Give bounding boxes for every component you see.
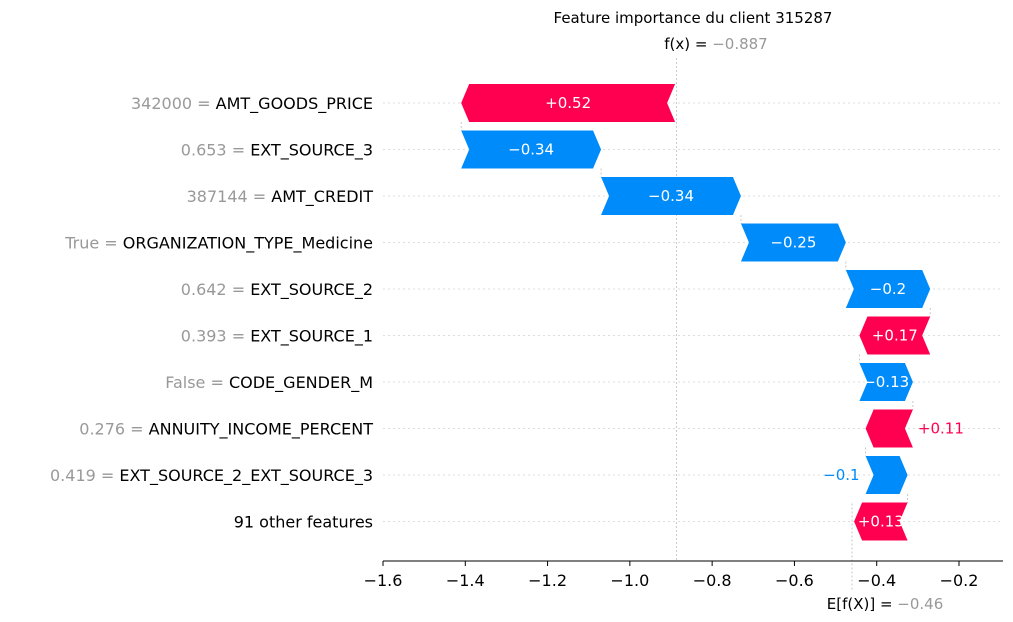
bar-value-label: −0.2: [870, 280, 906, 298]
x-tick-label: −0.6: [775, 571, 814, 590]
bar-ext-source-3: [461, 130, 602, 169]
bar-value-label: +0.11: [918, 420, 964, 438]
bar-value-label: −0.34: [508, 141, 554, 159]
feature-name: EXT_SOURCE_3: [250, 141, 373, 161]
feature-name: EXT_SOURCE_1: [250, 327, 373, 347]
bar-amt-credit: [601, 177, 741, 215]
fx-label: f(x) =: [664, 35, 712, 53]
bar-ext-source-1: [859, 316, 931, 355]
feature-name: EXT_SOURCE_2: [250, 280, 373, 300]
bar-code-gender-m: [859, 363, 913, 401]
bar-value-label: −0.25: [770, 234, 816, 252]
base-value-annotation: E[f(X)] = −0.46: [827, 595, 944, 613]
feature-label: 387144 = AMT_CREDIT: [187, 187, 374, 207]
feature-value: True =: [64, 234, 123, 253]
x-tick-label: −1.0: [610, 571, 649, 590]
x-tick-label: −1.2: [528, 571, 567, 590]
bar-value-label: +0.13: [858, 513, 904, 531]
bar-ext-source-2: [845, 270, 931, 308]
x-axis: −1.6 −1.4 −1.2 −1.0 −0.8 −0.6 −0.4 −0.2: [364, 560, 1003, 590]
bar-organization-type-medicine: [740, 223, 846, 262]
bar-value-label: −0.34: [648, 187, 694, 205]
feature-name: AMT_GOODS_PRICE: [216, 94, 373, 114]
feature-name: 91 other features: [234, 513, 373, 532]
chart-title: Feature importance du client 315287: [554, 9, 833, 27]
feature-label: 0.653 = EXT_SOURCE_3: [181, 141, 373, 161]
x-tick-label: −0.2: [940, 571, 979, 590]
reference-lines: [460, 58, 931, 591]
bar-value-label: −0.1: [823, 466, 859, 484]
feature-name: CODE_GENDER_M: [229, 373, 373, 393]
x-tick-label: −0.8: [693, 571, 732, 590]
feature-name: ANNUITY_INCOME_PERCENT: [149, 420, 374, 440]
base-value: −0.46: [897, 595, 943, 613]
feature-value: 342000 =: [131, 94, 216, 113]
feature-name: AMT_CREDIT: [271, 187, 373, 207]
bar-value-label: −0.13: [863, 373, 909, 391]
feature-value: 0.642 =: [181, 280, 250, 299]
feature-name: EXT_SOURCE_2_EXT_SOURCE_3: [119, 466, 373, 486]
feature-label: 342000 = AMT_GOODS_PRICE: [131, 94, 373, 114]
bar-amt-goods-price: [461, 84, 676, 122]
feature-label: 91 other features: [234, 513, 373, 532]
feature-name: ORGANIZATION_TYPE_Medicine: [123, 234, 373, 254]
base-label: E[f(X)] =: [827, 595, 898, 613]
feature-label: False = CODE_GENDER_M: [165, 373, 373, 393]
feature-label: True = ORGANIZATION_TYPE_Medicine: [64, 234, 373, 254]
feature-label: 0.419 = EXT_SOURCE_2_EXT_SOURCE_3: [50, 466, 373, 486]
bars-group: +0.52 −0.34 −0.34 −0.25 −0.2 +0.17 −0.13 +0.11 −…: [461, 84, 964, 541]
feature-value: 387144 =: [187, 187, 272, 206]
bar-ext-source-2-ext-source-3: [865, 456, 908, 494]
feature-value: 0.419 =: [50, 466, 119, 485]
bar-value-label: +0.52: [545, 94, 591, 112]
bar-value-label: +0.17: [872, 327, 918, 345]
bar-91-other-features: [854, 502, 908, 541]
x-tick-label: −0.4: [857, 571, 896, 590]
feature-labels: 342000 = AMT_GOODS_PRICE 0.653 = EXT_SOUR…: [50, 94, 373, 532]
feature-value: 0.653 =: [181, 141, 250, 160]
x-tick-label: −1.4: [446, 571, 485, 590]
feature-label: 0.276 = ANNUITY_INCOME_PERCENT: [79, 420, 373, 440]
feature-label: 0.642 = EXT_SOURCE_2: [181, 280, 373, 300]
feature-value: False =: [165, 373, 229, 392]
fx-value: −0.887: [712, 35, 768, 53]
feature-label: 0.393 = EXT_SOURCE_1: [181, 327, 373, 347]
fx-annotation: f(x) = −0.887: [664, 35, 767, 53]
x-tick-label: −1.6: [364, 571, 403, 590]
feature-value: 0.276 =: [79, 420, 148, 439]
bar-annuity-income-percent: [865, 409, 913, 448]
feature-value: 0.393 =: [181, 327, 250, 346]
